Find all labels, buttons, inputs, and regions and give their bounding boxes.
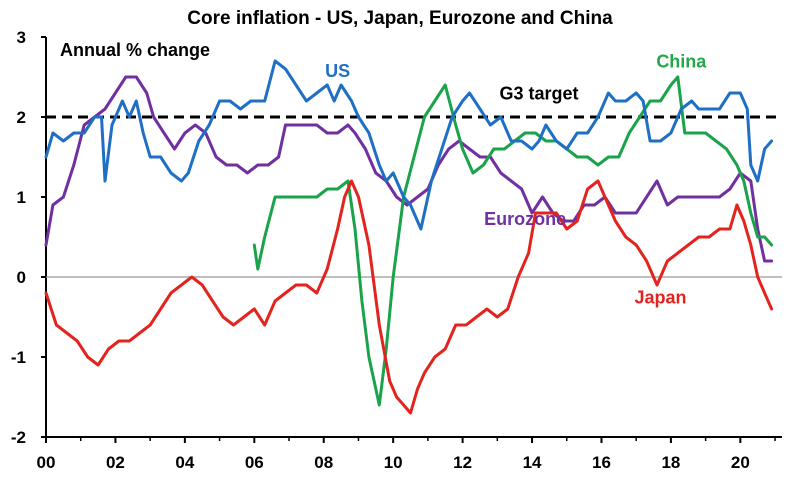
g3-target-label: G3 target: [499, 83, 578, 103]
series-label-japan: Japan: [634, 287, 686, 307]
y-tick-label: -2: [11, 428, 26, 447]
y-tick-label: -1: [11, 348, 26, 367]
x-tick-label: 18: [661, 453, 680, 472]
x-tick-label: 20: [731, 453, 750, 472]
series-line-us: [44, 59, 774, 231]
x-tick-label: 14: [523, 453, 542, 472]
series-line-japan: [44, 179, 774, 415]
reference-lines: [46, 115, 782, 278]
series-label-us: US: [325, 61, 350, 81]
chart-title: Core inflation - US, Japan, Eurozone and…: [187, 8, 613, 29]
y-tick-label: 2: [17, 108, 26, 127]
x-tick-label: 04: [175, 453, 194, 472]
y-tick-label: 0: [17, 268, 26, 287]
annotations: US China G3 target Eurozone Japan: [325, 51, 707, 307]
x-tick-label: 08: [314, 453, 333, 472]
y-tick-label: 1: [17, 188, 26, 207]
y-tick-label: 3: [17, 28, 26, 47]
series-line-eurozone: [44, 75, 774, 263]
x-tick-label: 06: [245, 453, 264, 472]
x-tick-label: 02: [106, 453, 125, 472]
x-tick-label: 16: [592, 453, 611, 472]
x-tick-label: 10: [384, 453, 403, 472]
series-line-china: [252, 75, 774, 407]
series-label-china: China: [656, 51, 707, 71]
series-lines: [44, 59, 774, 415]
series-label-eurozone: Eurozone: [484, 209, 566, 229]
x-tick-label: 00: [37, 453, 56, 472]
x-tick-label: 12: [453, 453, 472, 472]
y-axis-label: Annual % change: [60, 40, 210, 60]
